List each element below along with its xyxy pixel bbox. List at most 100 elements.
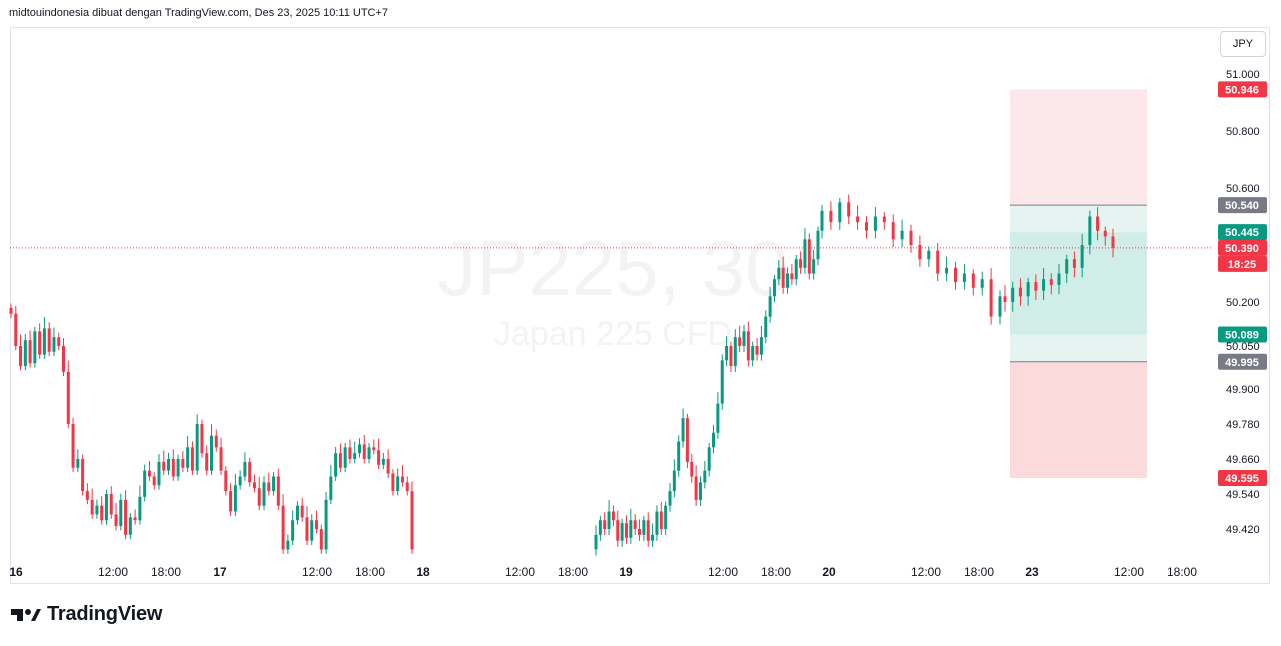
time-tick-label: 12:00 [302,565,332,579]
candle-body [738,337,742,346]
tradingview-logo[interactable]: TradingView [11,603,162,626]
candle-body [624,523,628,538]
last-high-tag-bg [1218,224,1267,241]
price-tick-label: 49.660 [1226,454,1260,466]
price-tick-label: 49.900 [1226,384,1260,396]
candle-body [1011,287,1015,302]
candle-body [224,470,228,492]
candles-layer [9,194,1115,556]
candle-body [772,279,776,297]
candle-body [865,222,868,231]
time-tick-label: 19 [619,565,633,579]
tradingview-logo-icon [11,608,41,621]
time-tick-label: 18 [416,565,430,579]
candle-body [668,491,672,506]
candle-body [694,476,698,500]
price-tick-label: 49.420 [1226,524,1260,536]
candle-body [759,337,763,355]
candle-body [1034,282,1038,291]
candle-body [62,346,66,372]
candle-body [9,307,13,314]
candle-body [1026,282,1030,297]
time-tick-label: 20 [822,565,836,579]
time-tick-label: 12:00 [98,565,128,579]
candle-body [214,435,218,448]
candle-body [716,403,720,433]
candle-body [391,473,395,492]
candle-body [603,520,607,529]
candle-body [638,529,642,535]
candle-body [267,482,271,492]
candle-body [720,360,724,404]
candle-body [1111,236,1115,248]
candle-body [147,470,151,477]
time-tick-label: 12:00 [911,565,941,579]
candle-body [620,523,624,541]
stop-zone-upper [1010,89,1147,206]
candle-body [348,447,352,459]
current-price-tag-text: 50.390 [1225,243,1259,255]
candle-body [764,316,768,338]
candle-body [338,453,342,468]
candle-body [42,328,46,355]
candle-body [856,216,860,223]
watermark-description: Japan 225 CFD [494,315,732,353]
candle-body [980,279,984,288]
watermark-symbol: JP225, 30 [437,224,788,312]
countdown-text: 18:25 [1228,259,1256,271]
candle-body [286,540,290,550]
candle-body [229,491,233,512]
candle-body [672,470,676,492]
stop-lower-tag-text: 49.595 [1225,473,1259,485]
entry-upper-tag: 50.540 [1218,197,1267,214]
price-tick-label: 50.200 [1226,297,1260,309]
candle-body [891,222,895,240]
current-price-tag-bg [1218,239,1267,256]
candle-body [790,273,794,280]
candle-body [14,313,18,346]
candle-body [998,296,1002,317]
candle-body [281,505,285,550]
candle-body [248,461,252,483]
price-axis[interactable]: 51.000 50.800 50.600 50.200 50.050 49.900 49.7… [1226,69,1260,536]
currency-button[interactable]: JPY [1220,31,1266,57]
stop-lower-tag: 49.595 [1218,469,1267,486]
candle-body [119,499,123,527]
candle-body [238,476,242,486]
candle-body [794,259,798,280]
stop-zone-lower [1010,361,1147,478]
candle-body [28,340,32,364]
entry-upper-tag-text: 50.540 [1225,200,1259,212]
candle-body [829,210,833,223]
candle-body [47,328,51,352]
candle-body [38,331,42,355]
position-tool[interactable] [10,89,1212,478]
candle-body [195,424,199,471]
time-tick-label: 18:00 [355,565,385,579]
candle-body [873,216,877,231]
price-tick-label: 50.800 [1226,126,1260,138]
candle-body [777,267,781,280]
candle-body [1088,216,1092,245]
candle-body [372,447,376,451]
time-axis[interactable]: 16 12:00 18:00 17 12:00 18:00 18 12:00 18:00 19 12… [9,565,1197,579]
candle-body [954,267,957,283]
candle-body [300,505,304,518]
candle-body [751,346,755,361]
candle-body [655,511,659,535]
candle-body [143,470,147,497]
candle-body [276,476,280,506]
chart-attribution: midtouindonesia dibuat dengan TradingVie… [9,7,389,19]
candle-body [918,245,922,260]
candle-body [252,482,256,489]
candle-body [909,230,913,245]
candle-body [171,459,175,477]
candle-body [729,346,733,367]
candle-body [305,517,309,541]
candle-body [324,499,328,550]
candle-body [386,459,390,474]
candle-body [410,491,414,550]
candle-body [233,485,237,512]
candle-body [725,346,729,361]
